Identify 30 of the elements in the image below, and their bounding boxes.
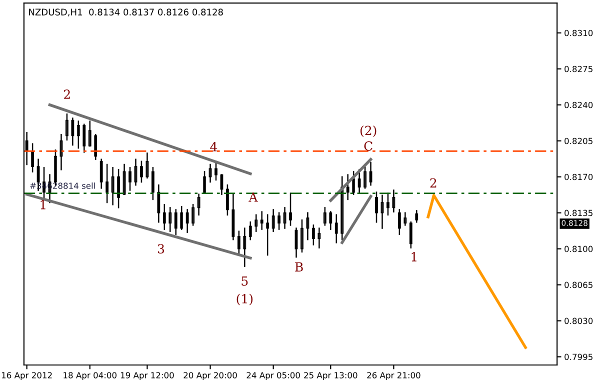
annotation: B	[295, 262, 303, 272]
y-tick-label: 0.8240	[564, 102, 593, 108]
y-tick-label: 0.8275	[564, 66, 592, 72]
annotation: 2	[430, 178, 436, 188]
x-tick-label: 25 Apr 13:00	[304, 372, 358, 380]
x-tick-label: 16 Apr 2012	[2, 372, 52, 380]
x-tick-label: 24 Apr 05:00	[246, 372, 300, 380]
y-tick-label: 0.8205	[564, 138, 592, 144]
annotation: 4	[210, 142, 218, 152]
annotation: A	[248, 192, 258, 202]
y-tick-label: 0.8310	[564, 30, 593, 36]
annotation: 1	[412, 252, 416, 262]
text: NZDUSD,H1 0.8134 0.8137 0.8126 0.8128	[29, 8, 223, 16]
annotation: 2	[64, 90, 70, 99]
x-tick-label: 20 Apr 20:00	[184, 372, 237, 380]
annotation: (2)	[360, 126, 376, 137]
y-tick-label: 0.8065	[564, 282, 592, 288]
annotation: 3	[158, 244, 164, 254]
x-tick-label: 18 Apr 04:00	[64, 372, 116, 380]
y-tick-label: 0.8100	[564, 246, 593, 252]
y-tick-label: 0.8135	[564, 210, 592, 216]
y-tick-label: 0.7995	[564, 354, 592, 360]
annotation: 1	[40, 200, 46, 210]
x-tick-label: 19 Apr 12:00	[120, 372, 174, 380]
annotation: C	[364, 141, 372, 151]
y-tick-label: 0.8170	[564, 174, 593, 180]
annotation: 5	[242, 276, 248, 286]
x-tick-label: 26 Apr 21:00	[367, 372, 420, 380]
annotation: (1)	[236, 294, 253, 306]
y-tick-label: 0.8030	[564, 318, 593, 324]
